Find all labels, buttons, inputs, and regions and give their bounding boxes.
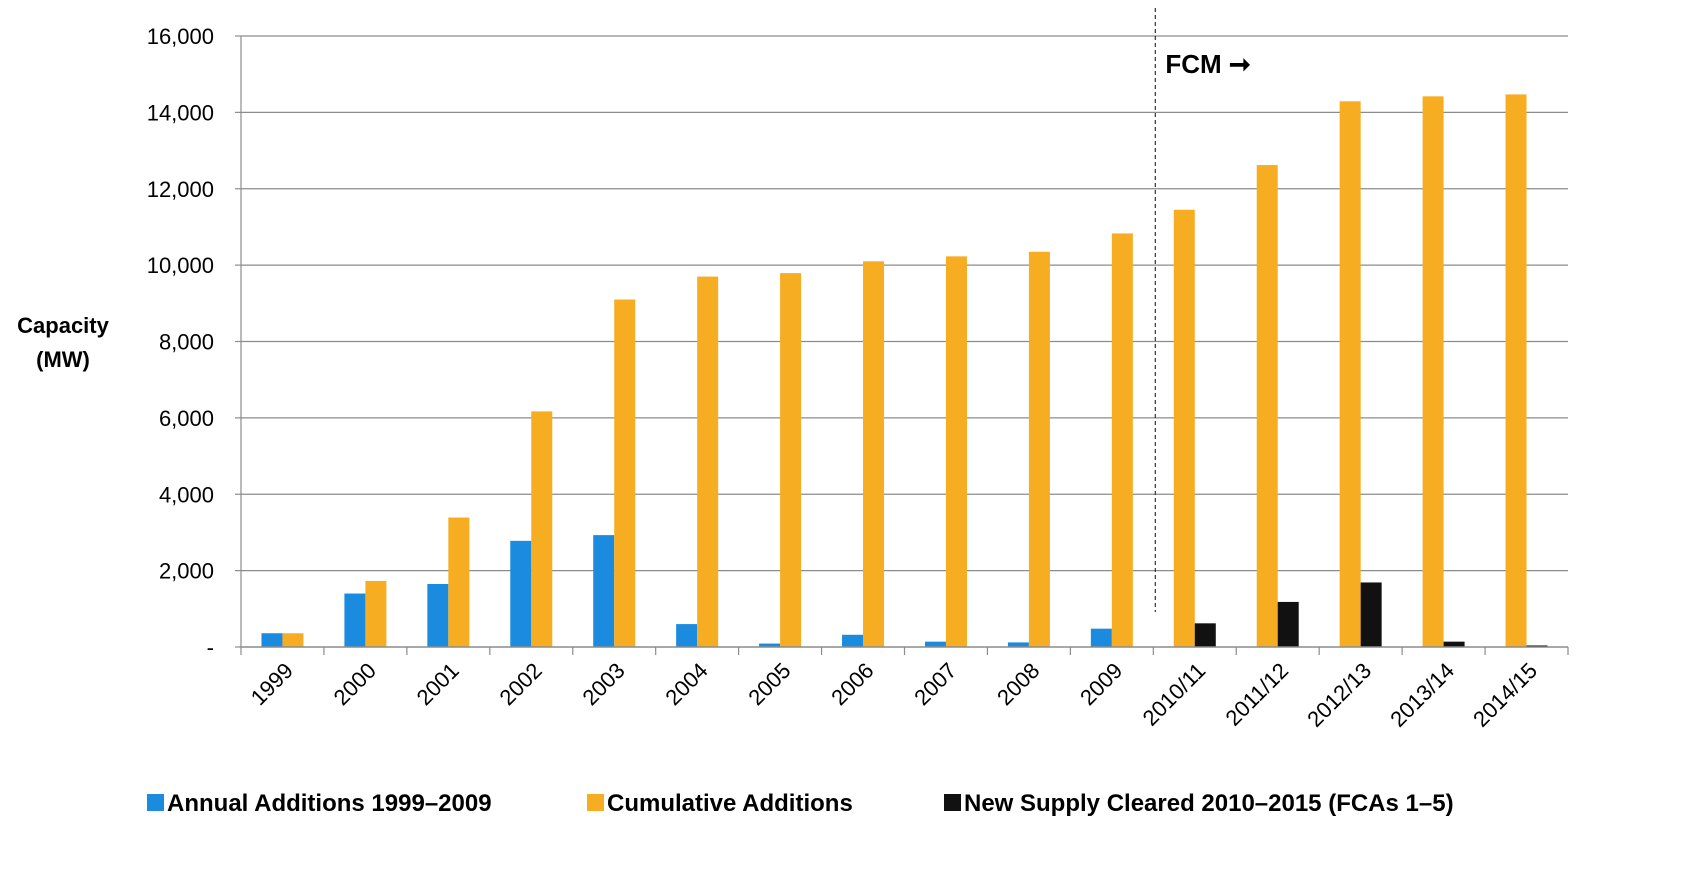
bar-cumulative-2012/13 — [1339, 101, 1361, 647]
x-tick-label: 1999 — [246, 658, 298, 710]
bar-annual-2008 — [1007, 642, 1029, 647]
legend-swatch — [587, 794, 604, 811]
y-tick-label: - — [207, 635, 214, 660]
bar-annual-2009 — [1090, 628, 1112, 647]
legend: Annual Additions 1999–2009 Cumulative Add… — [147, 790, 1454, 817]
y-axis-title: Capacity — [17, 313, 109, 338]
x-tick-label: 2013/14 — [1385, 658, 1459, 732]
fcm-annotation: FCM ➞ — [1165, 49, 1251, 79]
y-tick-label: 14,000 — [147, 100, 214, 125]
bar-new-2012/13 — [1360, 582, 1382, 647]
bar-annual-2001 — [427, 583, 449, 647]
y-tick-label: 12,000 — [147, 177, 214, 202]
bar-new-2013/14 — [1443, 641, 1465, 647]
x-tick-label: 2012/13 — [1302, 658, 1376, 732]
annotations: FCM ➞ — [1154, 8, 1251, 612]
bar-cumulative-2004 — [697, 276, 719, 647]
x-tick-label: 2004 — [660, 658, 712, 710]
bar-cumulative-2013/14 — [1422, 96, 1444, 648]
bar-cumulative-2011/12 — [1256, 165, 1278, 648]
x-tick-label: 2007 — [909, 658, 961, 710]
x-tick-label: 2011/12 — [1220, 658, 1293, 731]
y-axis-label: Capacity (MW) — [17, 313, 109, 372]
bar-annual-2003 — [593, 535, 615, 647]
bar-cumulative-1999 — [282, 633, 304, 647]
bar-cumulative-2007 — [945, 256, 967, 647]
gridlines — [240, 35, 1568, 647]
y-tick-label: 4,000 — [159, 482, 214, 507]
bar-cumulative-2006 — [863, 261, 885, 647]
bar-cumulative-2005 — [780, 273, 802, 647]
x-tick-label: 2002 — [495, 658, 547, 710]
y-tick-label: 8,000 — [159, 330, 214, 355]
x-tick-label: 2003 — [577, 658, 629, 710]
x-axis — [240, 646, 1569, 655]
bar-cumulative-2002 — [531, 411, 553, 647]
bar-annual-1999 — [261, 633, 283, 647]
x-tick-label: 2010/11 — [1138, 658, 1211, 731]
x-tick-label: 2009 — [1075, 658, 1127, 710]
bar-cumulative-2003 — [614, 299, 636, 647]
y-tick-label: 16,000 — [147, 24, 214, 49]
legend-label: New Supply Cleared 2010–2015 (FCAs 1–5) — [964, 790, 1454, 817]
bar-cumulative-2008 — [1028, 251, 1050, 647]
y-tick-label: 6,000 — [159, 406, 214, 431]
y-tick-label: 2,000 — [159, 559, 214, 584]
bar-annual-2004 — [676, 624, 698, 647]
bars — [261, 94, 1548, 648]
bar-annual-2002 — [510, 540, 532, 647]
bar-annual-2007 — [924, 641, 946, 647]
bar-new-2011/12 — [1277, 601, 1299, 647]
bar-annual-2000 — [344, 593, 366, 647]
y-axis-ticks: - 2,000 4,000 6,000 8,000 10,000 12,000 14,000 1… — [147, 24, 241, 660]
legend-swatch — [147, 794, 164, 811]
x-axis-ticks: 1999 2000 2001 2002 2003 2004 2005 2006 2007 2008… — [246, 658, 1542, 732]
x-tick-label: 2001 — [412, 658, 464, 710]
y-tick-label: 10,000 — [147, 253, 214, 278]
legend-label: Annual Additions 1999–2009 — [167, 790, 492, 817]
bar-cumulative-2001 — [448, 517, 470, 647]
legend-label: Cumulative Additions — [607, 790, 853, 817]
bar-cumulative-2000 — [365, 580, 387, 647]
legend-swatch — [944, 794, 961, 811]
y-axis-title: (MW) — [36, 347, 90, 372]
bar-new-2010/11 — [1194, 623, 1216, 647]
bar-new-2014/15 — [1526, 645, 1548, 647]
bar-cumulative-2010/11 — [1173, 209, 1195, 648]
x-tick-label: 2006 — [826, 658, 878, 710]
bar-annual-2005 — [759, 643, 781, 647]
bar-cumulative-2009 — [1111, 233, 1133, 647]
x-tick-label: 2000 — [329, 658, 381, 710]
bar-cumulative-2014/15 — [1505, 94, 1527, 647]
bar-annual-2006 — [842, 634, 864, 647]
x-tick-label: 2008 — [992, 658, 1044, 710]
x-tick-label: 2005 — [743, 658, 795, 710]
x-tick-label: 2014/15 — [1468, 658, 1542, 732]
